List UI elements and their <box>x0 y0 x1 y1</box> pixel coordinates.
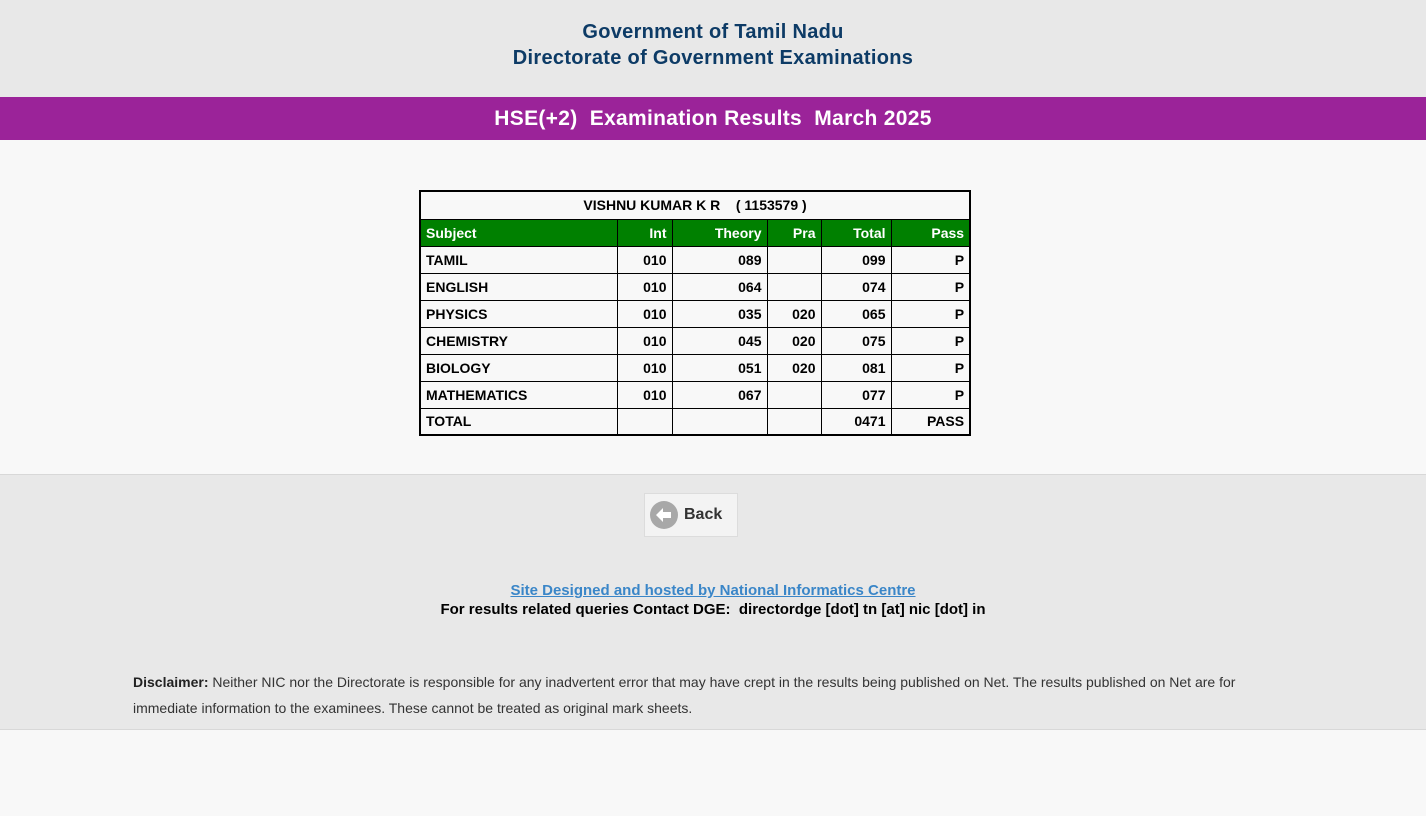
total-row: TOTAL 0471 PASS <box>419 407 971 436</box>
pass-cell: P <box>890 380 971 409</box>
directorate-title: Directorate of Government Examinations <box>512 47 914 69</box>
pass-cell: P <box>890 299 971 328</box>
total-label-cell: TOTAL <box>419 407 618 436</box>
int-cell: 010 <box>616 245 673 274</box>
total-cell: 081 <box>820 353 892 382</box>
subject-cell: ENGLISH <box>419 272 618 301</box>
table-row: ENGLISH 010 064 074 P <box>419 272 971 301</box>
total-cell: 099 <box>820 245 892 274</box>
disclaimer-text: Neither NIC nor the Directorate is respo… <box>133 674 1236 716</box>
theory-cell: 089 <box>671 245 768 274</box>
int-cell: 010 <box>616 299 673 328</box>
theory-cell: 045 <box>671 326 768 355</box>
subject-cell: PHYSICS <box>419 299 618 328</box>
table-row: CHEMISTRY 010 045 020 075 P <box>419 326 971 355</box>
pra-cell <box>766 380 822 409</box>
table-row: MATHEMATICS 010 067 077 P <box>419 380 971 409</box>
disclaimer-label: Disclaimer: <box>133 674 209 690</box>
back-button[interactable]: Back <box>644 493 738 537</box>
pra-cell <box>766 245 822 274</box>
subject-cell: CHEMISTRY <box>419 326 618 355</box>
pass-cell: P <box>890 326 971 355</box>
column-header-pass: Pass <box>890 218 971 247</box>
column-header-theory: Theory <box>671 218 768 247</box>
subject-cell: MATHEMATICS <box>419 380 618 409</box>
int-cell: 010 <box>616 272 673 301</box>
government-title: Government of Tamil Nadu <box>582 21 844 43</box>
theory-cell: 067 <box>671 380 768 409</box>
int-cell: 010 <box>616 380 673 409</box>
subject-cell: BIOLOGY <box>419 353 618 382</box>
result-section: VISHNU KUMAR K R ( 1153579 ) Subject Int… <box>0 140 1426 474</box>
footer: Back Site Designed and hosted by Nationa… <box>0 474 1426 730</box>
table-header-row: Subject Int Theory Pra Total Pass <box>419 218 971 247</box>
back-button-label: Back <box>684 506 723 523</box>
theory-cell: 064 <box>671 272 768 301</box>
candidate-name: VISHNU KUMAR K R ( 1153579 ) <box>419 190 971 220</box>
total-cell: 075 <box>820 326 892 355</box>
pass-cell: P <box>890 245 971 274</box>
results-banner: HSE(+2) Examination Results March 2025 <box>0 97 1426 140</box>
grand-total-cell: 0471 <box>820 407 892 436</box>
pass-cell: P <box>890 272 971 301</box>
total-cell: 065 <box>820 299 892 328</box>
pra-cell: 020 <box>766 299 822 328</box>
table-row: PHYSICS 010 035 020 065 P <box>419 299 971 328</box>
int-cell <box>616 407 673 436</box>
arrow-left-circle-icon <box>650 501 678 529</box>
int-cell: 010 <box>616 353 673 382</box>
pra-cell: 020 <box>766 353 822 382</box>
pass-cell: P <box>890 353 971 382</box>
column-header-int: Int <box>616 218 673 247</box>
table-row: BIOLOGY 010 051 020 081 P <box>419 353 971 382</box>
theory-cell: 035 <box>671 299 768 328</box>
site-header: Government of Tamil Nadu Directorate of … <box>0 0 1426 97</box>
theory-cell: 051 <box>671 353 768 382</box>
pra-cell <box>766 407 822 436</box>
pra-cell: 020 <box>766 326 822 355</box>
theory-cell <box>671 407 768 436</box>
contact-info: For results related queries Contact DGE:… <box>440 601 986 618</box>
marks-table: VISHNU KUMAR K R ( 1153579 ) Subject Int… <box>419 190 972 436</box>
int-cell: 010 <box>616 326 673 355</box>
subject-cell: TAMIL <box>419 245 618 274</box>
total-cell: 074 <box>820 272 892 301</box>
column-header-total: Total <box>820 218 892 247</box>
nic-credit-link[interactable]: Site Designed and hosted by National Inf… <box>510 582 916 599</box>
table-row: TAMIL 010 089 099 P <box>419 245 971 274</box>
pra-cell <box>766 272 822 301</box>
disclaimer: Disclaimer: Neither NIC nor the Director… <box>133 669 1293 721</box>
result-status-cell: PASS <box>890 407 971 436</box>
total-cell: 077 <box>820 380 892 409</box>
column-header-pra: Pra <box>766 218 822 247</box>
column-header-subject: Subject <box>419 218 618 247</box>
